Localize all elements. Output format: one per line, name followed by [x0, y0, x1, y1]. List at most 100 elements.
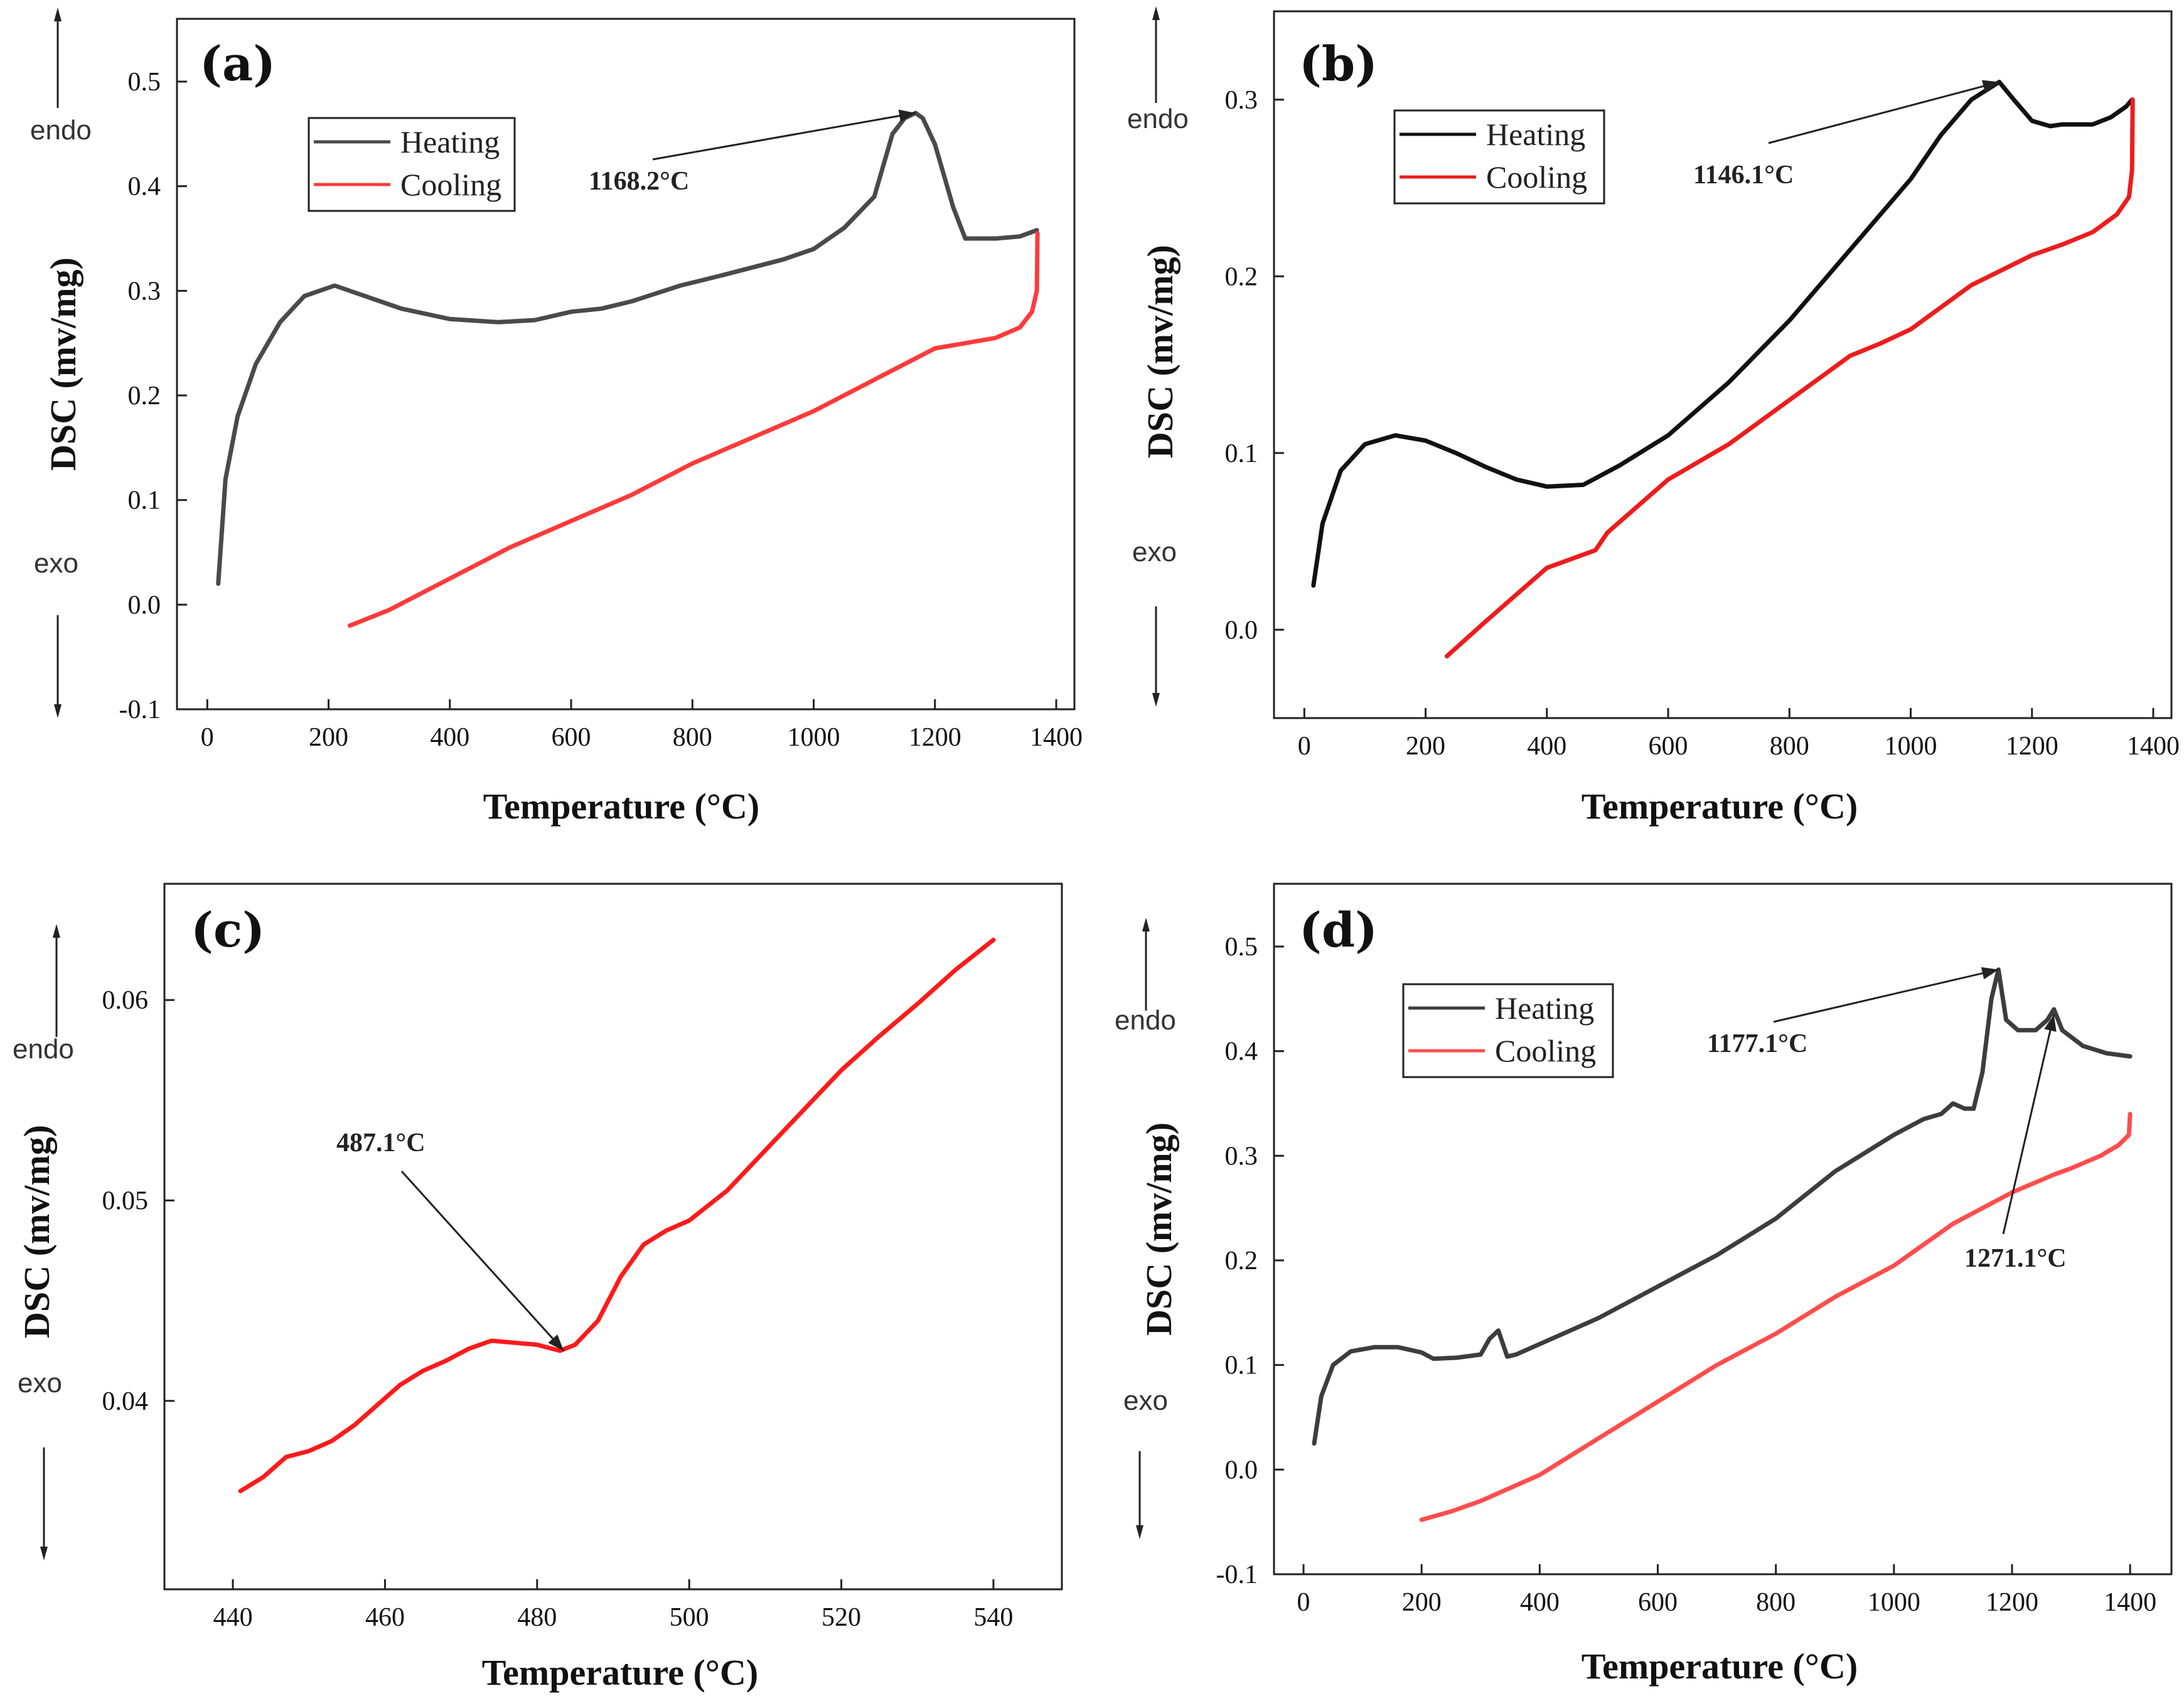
- series-heating-line: [1311, 80, 2134, 588]
- x-tick-label: 1000: [788, 723, 840, 752]
- plot-frame-a: [176, 18, 1076, 711]
- x-tick-label: 1400: [2127, 732, 2180, 761]
- x-tick-label: 1400: [2104, 1588, 2156, 1617]
- y-tick-label: 0.0: [1225, 1456, 1258, 1484]
- y-tick-label: 0.04: [102, 1387, 149, 1416]
- x-axis-title-b: Temperature (°C): [1582, 786, 1858, 827]
- series-heating-line: [1312, 967, 2133, 1446]
- annotation-arrowhead: [1981, 967, 1999, 980]
- series-b: [1311, 80, 2135, 658]
- exo-arrow-a: [54, 615, 62, 718]
- x-tick-label: 440: [213, 1603, 253, 1632]
- panel-label-d: (d): [1299, 902, 1378, 958]
- annotation-label: 1177.1°C: [1707, 1029, 1807, 1058]
- annotation-arrowhead: [548, 1334, 564, 1351]
- annotation-label: 1146.1°C: [1693, 161, 1794, 190]
- tick-labels-a: 0 200 400 600 800 1000 1200 1400 -0.1 0.0 0.1 0.2 0.…: [119, 68, 1083, 752]
- annotation-label: 1168.2°C: [589, 167, 689, 196]
- series-cooling-line: [347, 231, 1040, 628]
- legend-label-heating-d: Heating: [1495, 990, 1594, 1026]
- exo-label-b: exo: [1132, 537, 1177, 567]
- x-tick-label: 0: [1298, 732, 1311, 761]
- annotation-arrow: [1768, 81, 1999, 144]
- endo-arrow-c: [53, 924, 60, 1037]
- legend-box-b: [1393, 109, 1605, 205]
- y-tick-label: 0.4: [1225, 1038, 1258, 1066]
- x-tick-label: 540: [973, 1603, 1013, 1632]
- endo-arrow-a: [54, 8, 62, 108]
- series-heating-line: [216, 110, 1039, 586]
- x-tick-label: 400: [1527, 732, 1566, 761]
- exo-label-d: exo: [1123, 1385, 1168, 1416]
- y-tick-label: 0.1: [128, 486, 161, 515]
- y-tick-label: 0.4: [128, 173, 161, 201]
- annotation-arrowhead: [1981, 80, 1999, 92]
- x-axis-title-d: Temperature (°C): [1582, 1646, 1858, 1687]
- annotation-arrow: [652, 112, 916, 161]
- series-cooling-line: [1419, 1112, 2133, 1522]
- x-tick-label: 480: [517, 1603, 557, 1632]
- plot-frame-b: [1273, 10, 2173, 719]
- ticks-d: [1274, 945, 2131, 1575]
- y-axis-title-c: DSC (mv/mg): [16, 1125, 57, 1338]
- ticks-c: [164, 999, 995, 1589]
- legend-label-heating-a: Heating: [400, 124, 500, 159]
- series-cooling-line: [1444, 97, 2135, 658]
- endo-label-a: endo: [30, 115, 92, 146]
- panel-label-c: (c): [191, 902, 265, 958]
- x-tick-label: 800: [1770, 732, 1809, 761]
- annotations-d: 1177.1°C 1271.1°C: [1707, 967, 2067, 1273]
- exo-label-c: exo: [18, 1368, 62, 1398]
- exo-arrow-d: [1136, 1451, 1143, 1539]
- y-tick-label: 0.5: [1225, 933, 1258, 962]
- panel-label-a: (a): [200, 36, 276, 92]
- panel-d: 0 200 400 600 800 1000 1200 1400 -0.1 0.0 0.1 0.2 0.…: [1115, 883, 2173, 1687]
- y-axis-title-a: DSC (mv/mg): [43, 257, 83, 471]
- ticks-a: [177, 80, 1057, 711]
- annotations-c: 487.1°C: [336, 1129, 565, 1352]
- x-tick-label: 1200: [1986, 1588, 2038, 1617]
- y-tick-label: 0.5: [128, 68, 161, 97]
- y-tick-label: 0.2: [1225, 1247, 1258, 1275]
- endo-arrow-b: [1152, 6, 1160, 103]
- y-tick-label: 0.2: [128, 382, 161, 411]
- plot-frame-c: [163, 883, 1063, 1591]
- tick-labels-b: 0 200 400 600 800 1000 1200 1400 0.0 0.1 0.2 0.3: [1225, 86, 2180, 761]
- annotation-arrow: [2002, 1014, 2055, 1235]
- exo-arrow-b: [1152, 606, 1160, 707]
- y-tick-label: 0.3: [128, 277, 161, 306]
- y-tick-label: 0.0: [128, 591, 161, 620]
- x-tick-label: 500: [670, 1603, 709, 1632]
- annotation-arrow: [1773, 969, 1999, 1023]
- x-tick-label: 0: [1297, 1588, 1310, 1617]
- x-tick-label: 1000: [1885, 732, 1937, 761]
- x-tick-label: 1000: [1868, 1588, 1920, 1617]
- tick-labels-d: 0 200 400 600 800 1000 1200 1400 -0.1 0.0 0.1 0.2 0.…: [1216, 933, 2157, 1617]
- x-tick-label: 600: [552, 723, 591, 752]
- x-tick-label: 1200: [2006, 732, 2058, 761]
- series-c: [238, 937, 996, 1493]
- panel-b: 0 200 400 600 800 1000 1200 1400 0.0 0.1 0.2 0.3 11…: [1127, 6, 2180, 827]
- x-axis-title-a: Temperature (°C): [483, 786, 759, 827]
- panel-c: 440 460 480 500 520 540 0.04 0.05 0.06 487.1°C (…: [13, 883, 1063, 1693]
- legend-box-d: [1402, 983, 1614, 1078]
- legend-label-cooling-d: Cooling: [1495, 1033, 1596, 1068]
- panel-a: 0 200 400 600 800 1000 1200 1400 -0.1 0.0 0.1 0.2 0.…: [30, 8, 1083, 827]
- panel-label-b: (b): [1299, 36, 1378, 92]
- y-tick-label: -0.1: [119, 695, 161, 724]
- exo-arrow-c: [40, 1447, 48, 1560]
- y-tick-label: 0.05: [102, 1187, 149, 1216]
- annotation-label: 487.1°C: [336, 1129, 426, 1157]
- y-axis-title-d: DSC (mv/mg): [1138, 1122, 1179, 1336]
- x-tick-label: 600: [1638, 1588, 1678, 1617]
- y-tick-label: 0.0: [1225, 616, 1258, 645]
- legend-label-cooling-b: Cooling: [1486, 159, 1587, 195]
- x-tick-label: 800: [673, 723, 712, 752]
- y-tick-label: 0.3: [1225, 86, 1258, 115]
- legend-label-heating-b: Heating: [1486, 117, 1585, 152]
- endo-arrow-d: [1142, 918, 1150, 1011]
- ticks-b: [1274, 99, 2155, 718]
- legend-box-a: [308, 117, 516, 212]
- legend-label-cooling-a: Cooling: [400, 167, 501, 202]
